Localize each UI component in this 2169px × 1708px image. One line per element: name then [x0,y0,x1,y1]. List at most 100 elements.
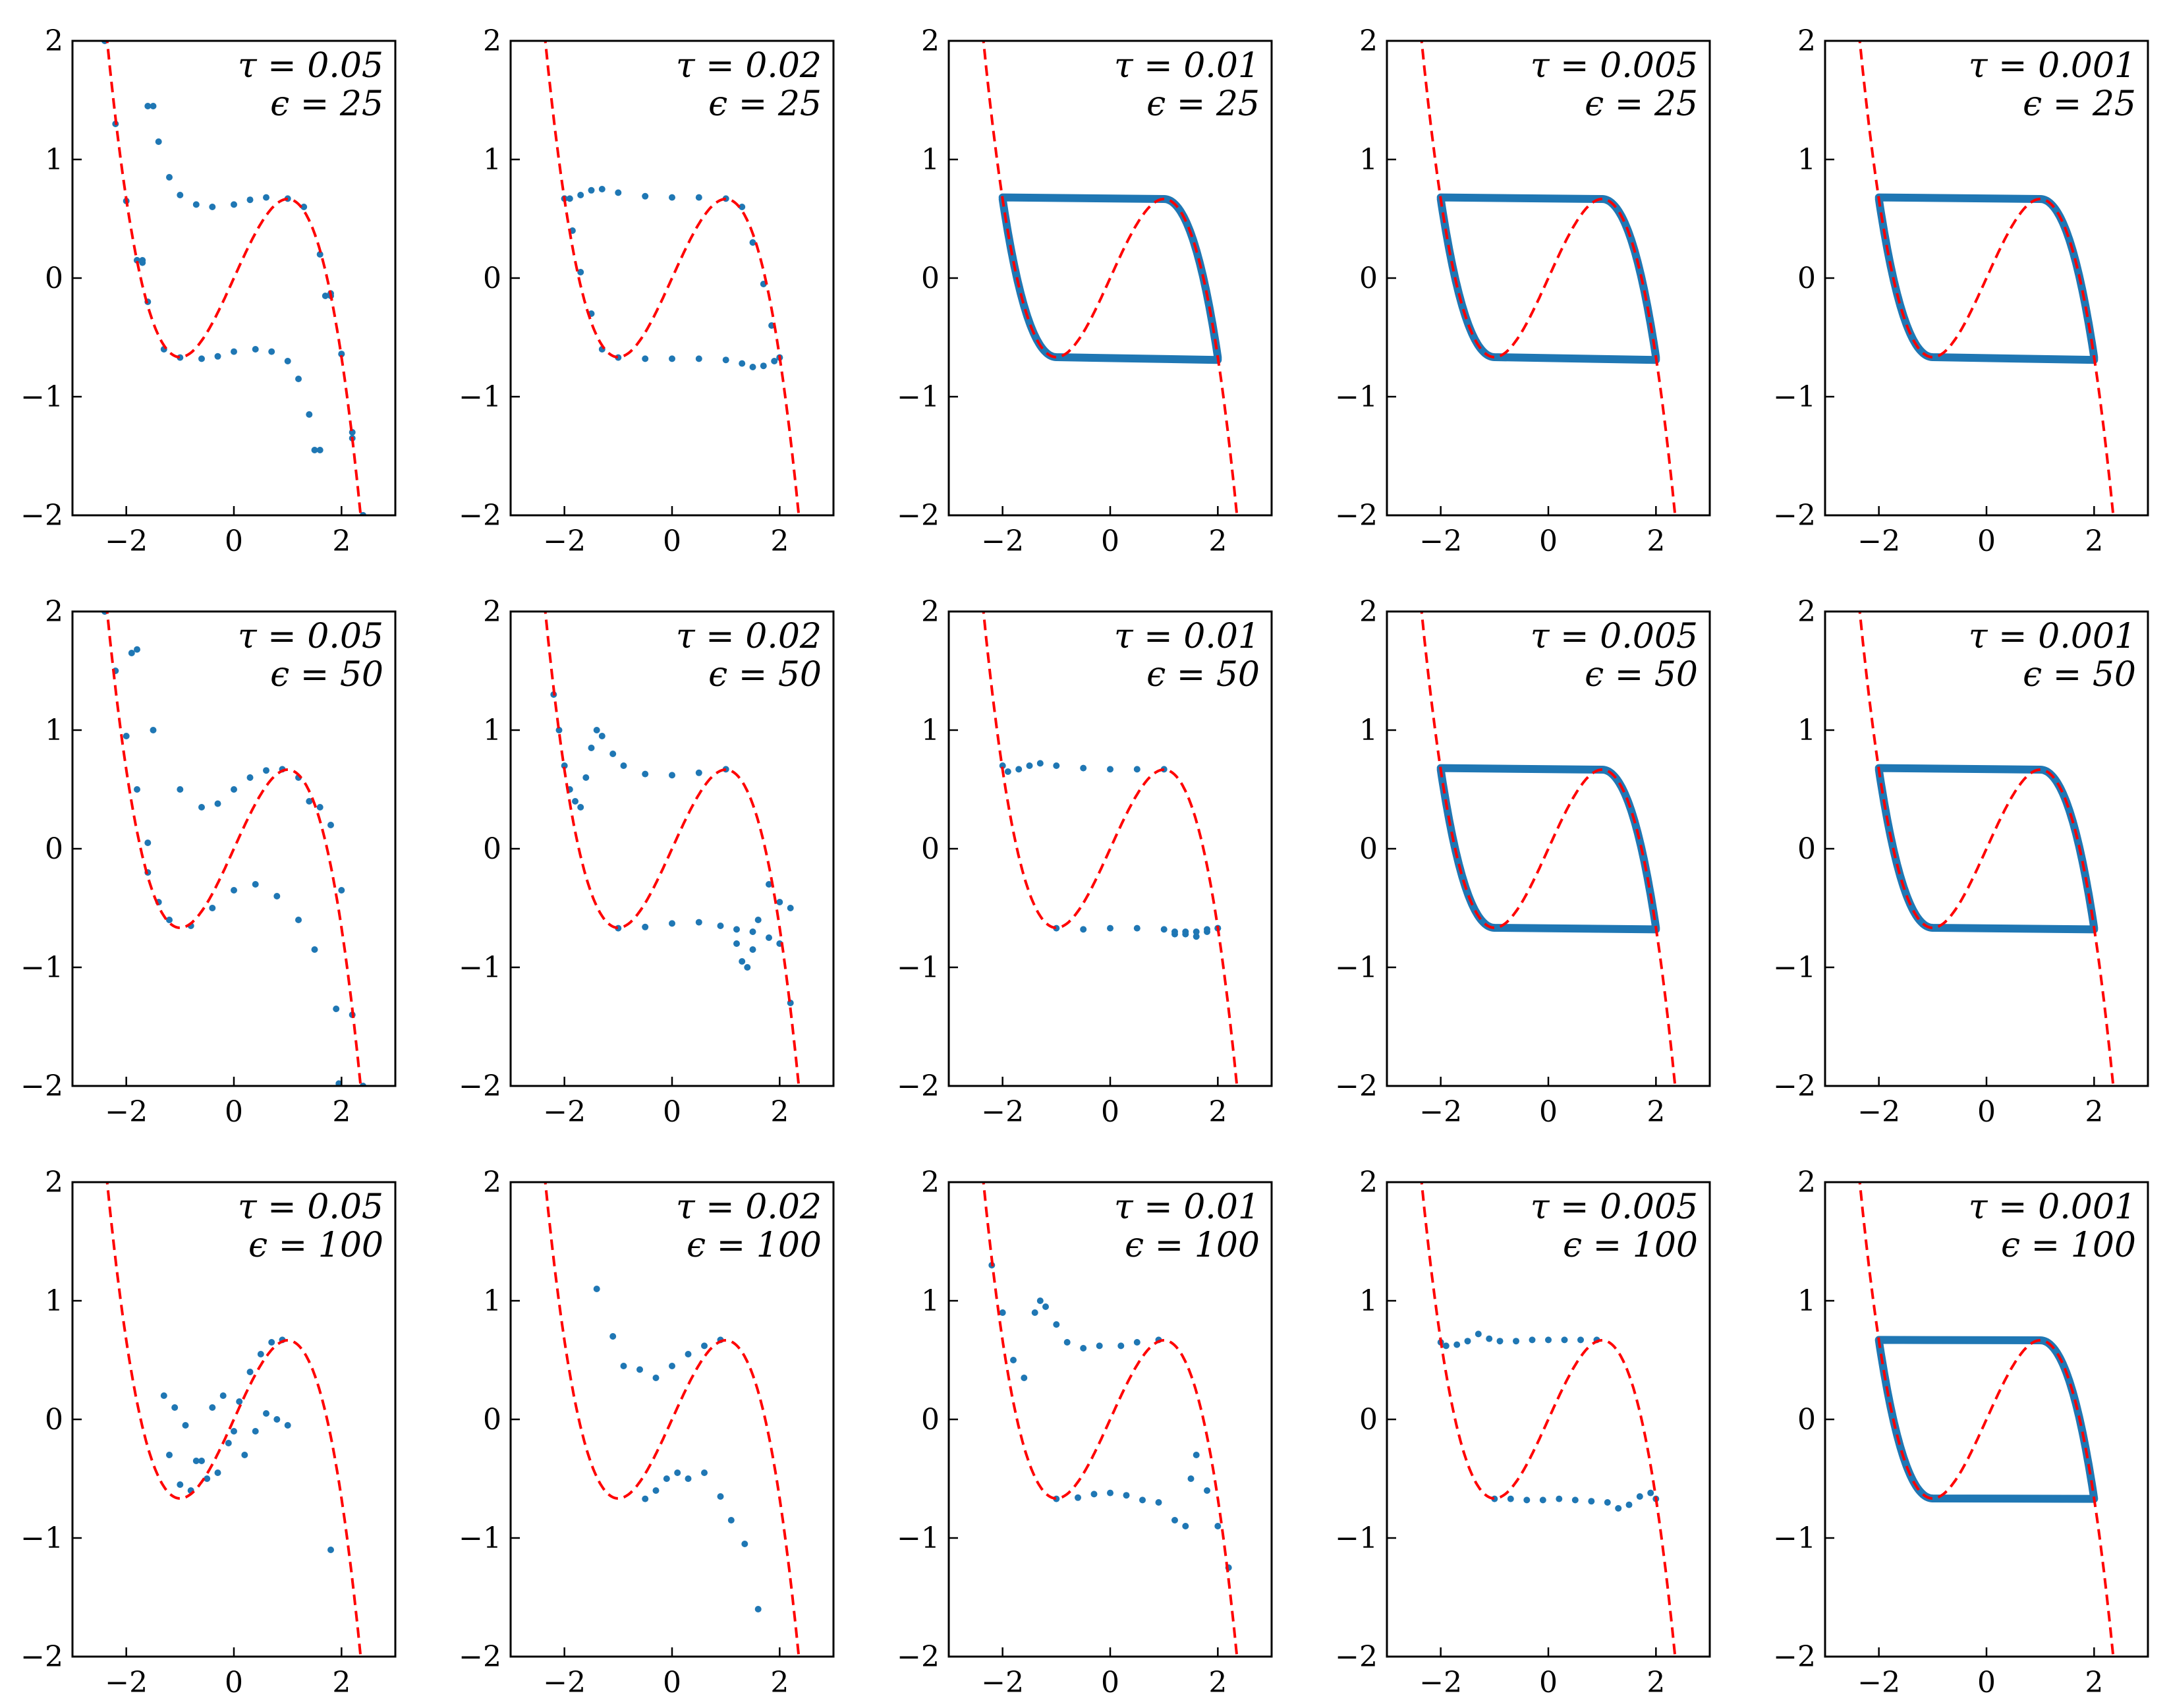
x-tick-label: 2 [1647,1095,1665,1129]
data-point [246,196,254,204]
reference-curve [1858,1182,2115,1657]
x-tick-label: 0 [1539,1095,1558,1129]
data-point [685,1351,692,1357]
y-tick-label: 2 [921,24,940,58]
data-point [1133,1339,1141,1346]
reference-curve [105,41,362,515]
data-point [263,767,269,774]
reference-curve [1858,41,2115,515]
data-point [766,934,772,941]
epsilon-annotation: ϵ = 50 [708,655,822,695]
y-tick-label: −1 [897,1522,940,1555]
data-point [749,946,756,953]
reference-curve [982,612,1239,1086]
y-tick-label: 2 [483,24,501,58]
x-tick-label: 2 [2085,525,2103,558]
data-point [204,1475,211,1482]
data-point [306,798,313,805]
x-tick-label: 0 [663,1095,681,1129]
data-point [306,411,313,418]
y-tick-label: −1 [20,380,63,414]
epsilon-annotation: ϵ = 25 [1146,84,1260,124]
data-point [316,447,324,453]
data-point [1577,1336,1584,1344]
data-point [295,376,302,382]
x-tick-label: −2 [1419,525,1462,558]
data-point [246,774,254,781]
data-point [333,1006,340,1012]
plot-area [544,612,801,1086]
data-point [754,1606,762,1612]
tau-annotation: τ = 0.005 [1531,1187,1698,1227]
y-tick-label: 2 [1797,24,1816,58]
data-point [642,192,649,200]
y-tick-label: −2 [1335,1069,1378,1103]
reference-curve [544,41,801,515]
data-point [322,293,329,299]
data-point [1063,1339,1071,1346]
data-point [1464,1338,1471,1345]
data-point [1187,1475,1195,1482]
epsilon-annotation: ϵ = 50 [1146,655,1260,695]
y-tick-label: −1 [1773,380,1816,414]
tau-annotation: τ = 0.01 [1114,46,1260,86]
data-point [231,1428,237,1435]
x-tick-label: 2 [770,525,789,558]
data-point [760,362,767,370]
data-point [739,360,746,367]
y-tick-label: 0 [483,1403,501,1437]
data-point [316,804,324,811]
data-point [1496,1338,1504,1345]
x-tick-label: 0 [225,525,243,558]
x-tick-label: 0 [1101,1095,1119,1129]
tau-annotation: τ = 0.05 [238,617,383,656]
data-point [588,186,595,194]
data-point [182,1422,189,1429]
plot-area [101,41,366,515]
data-point [749,928,756,935]
data-point [214,1469,221,1476]
data-point [663,1475,670,1482]
x-tick-label: −2 [1857,1095,1900,1129]
data-point [1139,1496,1146,1504]
data-point [1513,1338,1519,1345]
data-point [744,964,751,971]
plot-area [1858,612,2115,1086]
x-tick-label: −2 [1419,1095,1462,1129]
x-tick-label: 2 [2085,1666,2103,1699]
y-tick-label: 1 [483,714,501,747]
tau-annotation: τ = 0.001 [1969,1187,2136,1227]
x-tick-label: −2 [105,525,148,558]
data-point [1015,766,1023,773]
plot-area [1420,41,1677,515]
y-tick-label: 1 [483,1284,501,1318]
data-point [652,1375,660,1381]
reference-curve [544,1182,801,1657]
y-tick-label: −2 [459,1069,501,1103]
plot-area [105,1182,362,1657]
y-tick-label: 1 [1359,1284,1378,1318]
y-tick-label: 1 [921,714,940,747]
data-point [1604,1499,1611,1506]
data-point [1004,768,1011,775]
data-point [284,1422,291,1429]
x-tick-label: 2 [1647,1666,1665,1699]
y-tick-label: 0 [1359,1403,1378,1437]
data-point [219,1392,227,1399]
data-point [695,769,702,776]
data-point [642,923,649,930]
y-tick-label: −2 [1335,499,1378,532]
y-tick-label: 2 [1797,1166,1816,1199]
x-tick-label: 2 [1208,525,1227,558]
data-point [1053,1321,1060,1328]
epsilon-annotation: ϵ = 50 [270,655,383,695]
epsilon-annotation: ϵ = 100 [248,1226,383,1265]
data-point [166,1452,173,1458]
y-tick-label: 1 [921,143,940,177]
data-point [192,1458,200,1464]
epsilon-annotation: ϵ = 100 [1125,1226,1260,1265]
